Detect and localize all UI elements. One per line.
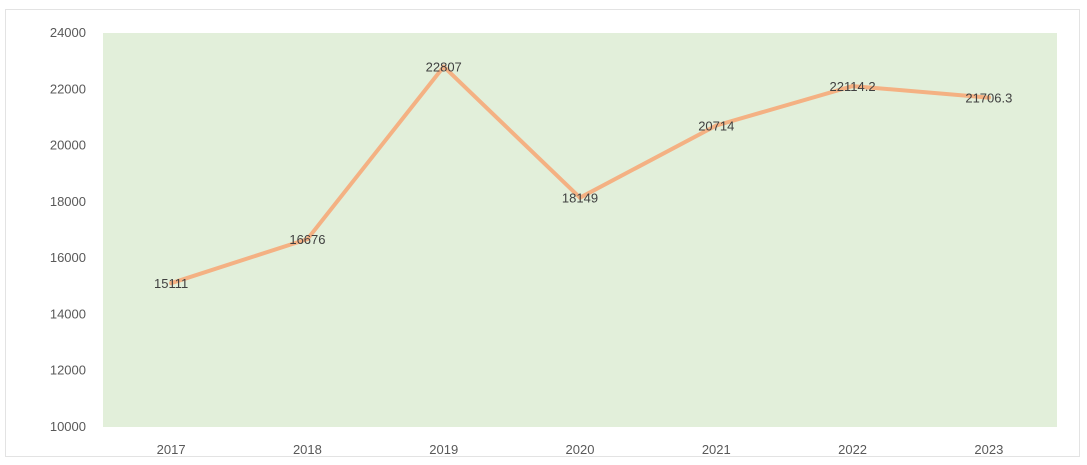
y-tick-label: 20000 [50, 138, 86, 153]
y-tick-label: 10000 [50, 419, 86, 434]
data-label: 20714 [698, 118, 734, 133]
data-point [986, 95, 991, 100]
y-tick-label: 14000 [50, 306, 86, 321]
data-label: 22807 [426, 60, 462, 75]
x-tick-label: 2019 [429, 442, 458, 457]
data-point [578, 195, 582, 200]
x-tick-label: 2020 [566, 442, 595, 457]
data-label: 21706.3 [965, 91, 1012, 106]
data-point [441, 64, 446, 69]
data-label: 22114.2 [830, 79, 876, 94]
x-tick-label: 2022 [838, 442, 867, 457]
x-tick-label: 2017 [157, 442, 186, 457]
data-label: 15111 [154, 276, 188, 291]
data-label: 18149 [562, 191, 598, 206]
data-point [169, 281, 174, 286]
data-point [305, 237, 310, 242]
x-tick-label: 2021 [702, 442, 731, 457]
data-point [850, 84, 855, 89]
data-point [714, 123, 719, 128]
plot-area [103, 33, 1057, 427]
y-tick-label: 22000 [50, 81, 86, 96]
y-tick-label: 12000 [50, 363, 86, 378]
y-tick-label: 18000 [50, 194, 86, 209]
y-tick-label: 16000 [50, 250, 86, 265]
y-tick-label: 24000 [50, 25, 86, 40]
x-tick-label: 2018 [293, 442, 322, 457]
data-label: 16676 [289, 232, 325, 247]
x-tick-label: 2023 [974, 442, 1003, 457]
